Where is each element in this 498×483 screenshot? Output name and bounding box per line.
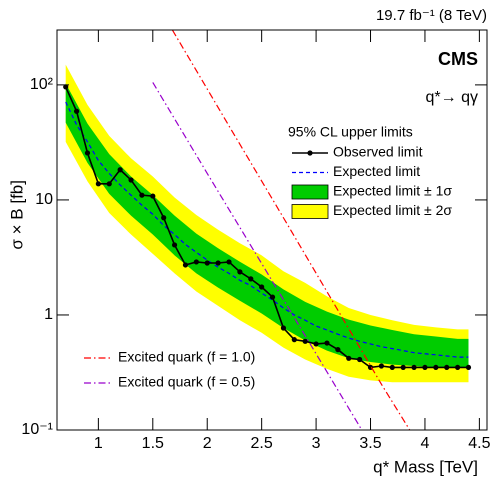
marker [117, 167, 123, 173]
marker [237, 269, 243, 275]
marker [444, 364, 450, 371]
marker [259, 284, 265, 290]
marker [269, 294, 276, 300]
marker [139, 192, 145, 198]
plot-frame [56, 29, 488, 431]
x-tick-label: 2.5 [251, 435, 273, 452]
x-axis-label: q* Mass [TeV] [373, 457, 478, 476]
legend-title: 95% CL upper limits [288, 124, 413, 140]
marker [95, 181, 101, 187]
x-tick-label: 1.5 [142, 435, 164, 452]
process-label: q*→ qγ [426, 89, 478, 106]
y-axis-label: σ × B [fb] [7, 180, 26, 250]
marker [346, 355, 352, 361]
x-tick-label: 1 [94, 435, 103, 452]
marker [150, 193, 156, 199]
marker [324, 340, 330, 346]
y-tick-label: 10⁻¹ [21, 421, 53, 438]
y-tick-label: 10² [30, 76, 54, 93]
marker [248, 276, 254, 282]
marker [433, 364, 439, 371]
legend-label: Observed limit [333, 144, 423, 160]
marker [106, 181, 112, 187]
marker [313, 341, 319, 347]
legend-label: Excited quark (f = 0.5) [118, 374, 255, 390]
legend-label: Excited quark (f = 1.0) [118, 349, 255, 365]
marker [378, 363, 385, 369]
x-tick-label: 4 [420, 435, 429, 452]
marker [84, 150, 91, 156]
marker [291, 337, 297, 343]
marker [389, 364, 395, 371]
legend-label: Expected limit [333, 163, 420, 179]
marker [204, 260, 210, 266]
marker [161, 215, 167, 221]
marker [73, 108, 80, 114]
marker [226, 259, 232, 265]
legend-swatch [307, 150, 313, 156]
marker [465, 364, 472, 371]
experiment-label: CMS [438, 49, 478, 69]
marker [128, 177, 134, 183]
marker [63, 84, 69, 90]
plot-area [63, 30, 472, 430]
marker [335, 346, 341, 353]
marker [171, 242, 178, 248]
marker [182, 262, 189, 268]
y-tick-label: 1 [44, 306, 53, 323]
marker [302, 338, 308, 344]
legend-swatch [291, 204, 329, 219]
y-tick-label: 10 [35, 191, 53, 208]
marker [280, 325, 287, 331]
marker [357, 356, 363, 363]
legend-label: Expected limit ± 2σ [333, 202, 452, 218]
marker [422, 364, 428, 371]
marker [215, 260, 221, 266]
x-tick-label: 4.5 [468, 435, 490, 452]
band [65, 83, 469, 368]
legend-label: Expected limit ± 1σ [333, 183, 452, 199]
legend-swatch [291, 184, 329, 200]
marker [193, 259, 199, 265]
x-tick-label: 3 [312, 435, 321, 452]
x-tick-label: 3.5 [359, 435, 381, 452]
marker [400, 364, 406, 371]
line [171, 30, 411, 430]
x-tick-label: 2 [203, 435, 212, 452]
lumi-label: 19.7 fb⁻¹ (8 TeV) [376, 7, 487, 24]
marker [411, 364, 417, 371]
marker [455, 364, 461, 371]
